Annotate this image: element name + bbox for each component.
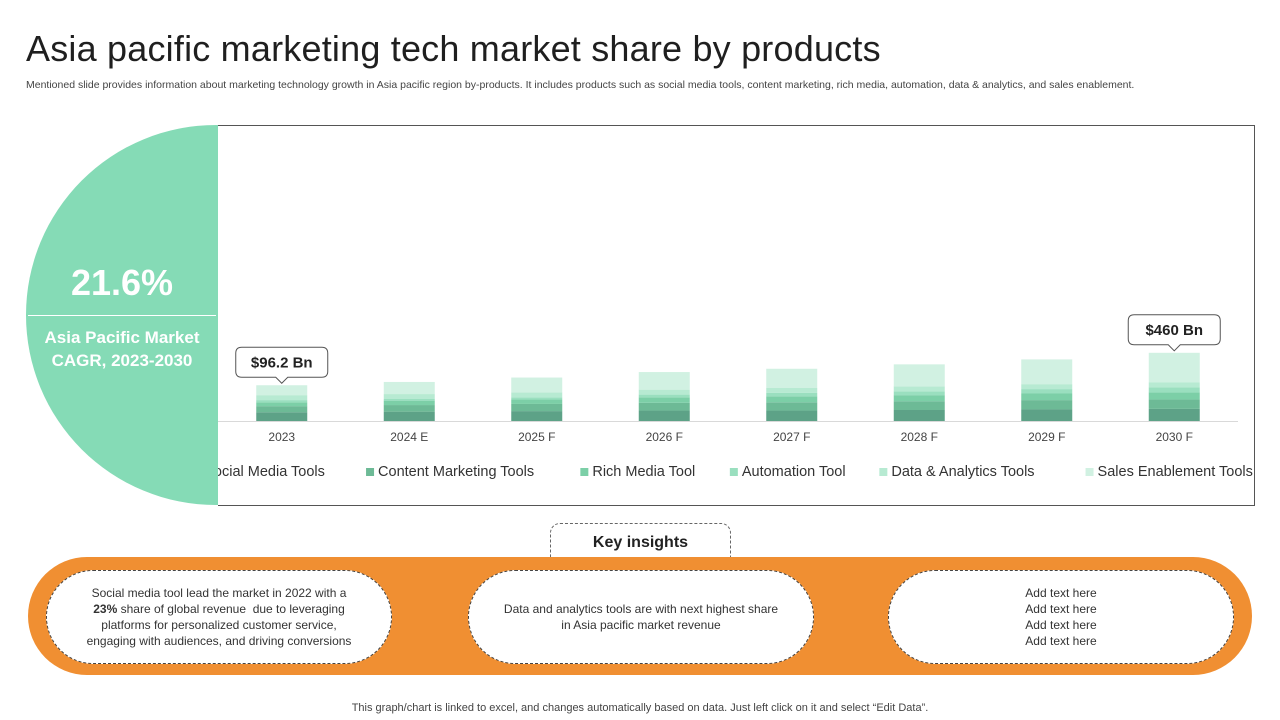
bar-segment[interactable] — [893, 364, 945, 387]
legend-swatch — [366, 468, 375, 476]
insight-1-line-3: platforms for personalized customer serv… — [101, 618, 337, 632]
bar-segment[interactable] — [638, 410, 690, 421]
bar-segment[interactable] — [1148, 392, 1200, 400]
insight-2-line-1: Data and analytics tools are with next h… — [503, 602, 779, 616]
x-tick-label: 2027 F — [773, 430, 810, 444]
bar-segment[interactable] — [638, 372, 690, 390]
x-tick-label: 2030 F — [1156, 430, 1193, 444]
bar-segment[interactable] — [1148, 352, 1200, 383]
stacked-bar-chart[interactable]: 2023 2024 E 2025 F 2026 F 2027 F 2028 F 2029 F… — [218, 126, 1254, 505]
insight-1-share: 23% — [93, 602, 118, 616]
insight-1-line-1: Social media tool lead the market in 202… — [91, 586, 347, 600]
x-tick-label: 2026 F — [646, 430, 683, 444]
bar-segment[interactable] — [383, 405, 435, 412]
bar-segment[interactable] — [1021, 389, 1073, 394]
insight-3-line-3: Add text here — [1025, 618, 1097, 632]
insight-3-line-1: Add text here — [1025, 586, 1097, 600]
x-tick-label: 2028 F — [901, 430, 938, 444]
x-tick-label: 2024 E — [390, 430, 428, 444]
x-tick-label: 2025 F — [518, 430, 555, 444]
legend-swatch — [1085, 468, 1094, 476]
legend-label: Data & Analytics Tools — [891, 464, 1034, 480]
bar-segment[interactable] — [766, 396, 818, 403]
bar-segment[interactable] — [256, 385, 308, 396]
bar-segment[interactable] — [893, 410, 945, 421]
page-title: Asia pacific marketing tech market share… — [26, 28, 881, 69]
insight-card-social-media: Social media tool lead the market in 202… — [46, 570, 392, 664]
x-tick-label: 2029 F — [1028, 430, 1065, 444]
cagr-value: 21.6% — [70, 262, 174, 303]
bar-segment[interactable] — [893, 395, 945, 402]
bar-segment[interactable] — [1021, 359, 1073, 385]
bar-segment[interactable] — [1148, 382, 1200, 388]
bar-segment[interactable] — [1021, 400, 1073, 410]
callout-box — [1127, 314, 1221, 352]
bar-segment[interactable] — [256, 412, 308, 421]
chart-container[interactable]: 2023 2024 E 2025 F 2026 F 2027 F 2028 F 2029 F… — [218, 125, 1255, 506]
insight-card-placeholder: Add text here Add text here Add text her… — [888, 570, 1234, 664]
insight-card-data-analytics: Data and analytics tools are with next h… — [468, 570, 814, 664]
bar-segment[interactable] — [1148, 399, 1200, 409]
insight-2-line-2: in Asia pacific market revenue — [561, 618, 721, 632]
bar-segment[interactable] — [383, 411, 435, 421]
legend-swatch — [580, 468, 589, 476]
bar-segment[interactable] — [256, 400, 308, 403]
bar-segment[interactable] — [766, 392, 818, 397]
legend-label: Automation Tool — [742, 464, 846, 480]
legend-swatch — [879, 468, 888, 476]
legend-label: Rich Media Tool — [592, 464, 695, 480]
insight-1-line-2-rest: share of global revenue due to leveragin… — [117, 602, 345, 616]
bar-segment[interactable] — [766, 402, 818, 411]
bar-segment[interactable] — [766, 410, 818, 421]
bar-segment[interactable] — [511, 411, 563, 421]
bar-segment[interactable] — [1021, 384, 1073, 390]
bar-segment[interactable] — [511, 403, 563, 412]
footer-note: This graph/chart is linked to excel, and… — [351, 702, 929, 714]
legend-swatch — [729, 468, 738, 476]
bar-segment[interactable] — [256, 406, 308, 413]
bar-segment[interactable] — [511, 377, 563, 393]
bar-segment[interactable] — [256, 395, 308, 401]
page-subtitle: Mentioned slide provides information abo… — [26, 79, 1135, 91]
bar-segment[interactable] — [383, 381, 435, 395]
cagr-label: Asia Pacific Market CAGR, 2023-2030 — [44, 328, 200, 370]
bar-segment[interactable] — [1021, 409, 1073, 421]
legend-label: Content Marketing Tools — [378, 464, 534, 480]
bar-segment[interactable] — [511, 397, 563, 400]
bar-segment[interactable] — [511, 392, 563, 398]
data-label: $460 Bn — [1145, 322, 1203, 339]
bar-segment[interactable] — [766, 388, 818, 393]
insight-3-line-4: Add text here — [1025, 634, 1097, 648]
bar-segment[interactable] — [256, 402, 308, 407]
callout-box — [235, 346, 329, 384]
insight-3-line-2: Add text here — [1025, 602, 1097, 616]
bar-segment[interactable] — [766, 368, 818, 388]
bar-segment[interactable] — [511, 399, 563, 404]
bar-segment[interactable] — [1148, 387, 1200, 393]
bar-segment[interactable] — [1148, 408, 1200, 421]
insight-1-line-4: engaging with audiences, and driving con… — [86, 634, 352, 648]
bar-segment[interactable] — [893, 386, 945, 392]
bar-segment[interactable] — [893, 401, 945, 410]
bar-segment[interactable] — [638, 397, 690, 403]
legend-label: Sales Enablement Tools — [1098, 464, 1253, 480]
legend-label: Social Media Tools — [218, 464, 325, 480]
x-tick-label: 2023 — [268, 430, 295, 444]
bar-segment[interactable] — [893, 391, 945, 396]
data-label: $96.2 Bn — [251, 354, 313, 371]
bar-segment[interactable] — [383, 399, 435, 401]
bar-segment[interactable] — [383, 394, 435, 399]
bar-segment[interactable] — [638, 389, 690, 395]
bar-segment[interactable] — [383, 400, 435, 406]
cagr-divider — [28, 315, 216, 316]
key-insights-tab: Key insights — [550, 523, 731, 563]
bar-segment[interactable] — [1021, 393, 1073, 401]
insight-1-line-2: 23% share of global revenue due to lever… — [87, 601, 352, 617]
bar-segment[interactable] — [638, 394, 690, 398]
bar-segment[interactable] — [638, 402, 690, 411]
